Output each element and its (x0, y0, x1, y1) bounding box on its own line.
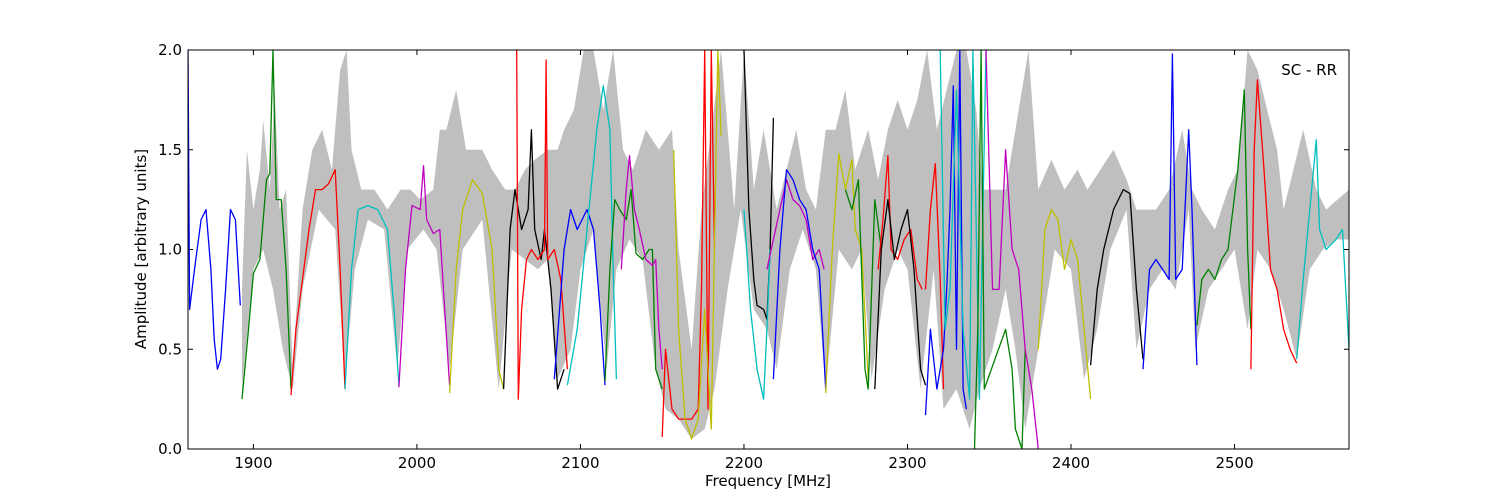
series-line-28 (1037, 208, 1092, 400)
series-line-23 (924, 163, 945, 390)
y-tick-label: 0.5 (158, 340, 182, 358)
series-line-29 (1089, 188, 1144, 366)
axis-ticks: 1900 2000 2100 2200 2300 2400 2500 0.0 0.5 1.0 1.5… (158, 41, 1349, 472)
series-line-5 (398, 165, 451, 388)
reference-band (242, 50, 1349, 439)
y-tick-label: 1.5 (158, 141, 182, 159)
series-line-31 (1196, 89, 1252, 330)
y-tick-label: 2.0 (158, 41, 182, 59)
series-line-27 (985, 50, 1039, 449)
series-line-11 (604, 188, 663, 390)
series-line-16 (743, 209, 771, 400)
series-line-18 (772, 169, 827, 390)
series-line-4 (344, 204, 400, 390)
legend-label: SC - RR (1281, 61, 1337, 79)
x-tick-label: 2400 (1052, 454, 1090, 472)
series-line-3 (290, 169, 346, 396)
series-line-1 (188, 50, 241, 370)
series-line-33 (1296, 139, 1349, 360)
y-tick-label: 1.0 (158, 241, 182, 259)
series-line-25 (939, 50, 987, 400)
x-tick-label: 2300 (888, 454, 926, 472)
series-line-6 (448, 179, 505, 394)
series-line-30 (1142, 53, 1198, 370)
plot-area (188, 50, 1349, 449)
series-line-14 (673, 50, 722, 440)
series-line-7 (502, 129, 565, 390)
series-line-2 (241, 50, 292, 400)
series-line-26 (973, 50, 1026, 449)
series-line-21 (877, 155, 923, 290)
series-line-12 (620, 155, 663, 370)
x-tick-label: 2100 (561, 454, 599, 472)
y-tick-label: 0.0 (158, 440, 182, 458)
series-line-32 (1250, 79, 1298, 370)
series-line-9 (553, 208, 606, 386)
x-tick-label: 2200 (725, 454, 763, 472)
series-line-24 (924, 50, 968, 416)
x-tick-label: 1900 (234, 454, 272, 472)
x-axis-label: Frequency [MHz] (705, 472, 831, 490)
x-tick-label: 2000 (398, 454, 436, 472)
series-line-22 (874, 198, 927, 390)
series-line-8 (516, 50, 569, 400)
y-axis-label: Amplitude [arbitrary units] (132, 149, 150, 349)
series-line-20 (844, 179, 882, 390)
series-line-17 (766, 179, 825, 270)
x-tick-label: 2500 (1215, 454, 1253, 472)
series-line-10 (566, 85, 618, 386)
